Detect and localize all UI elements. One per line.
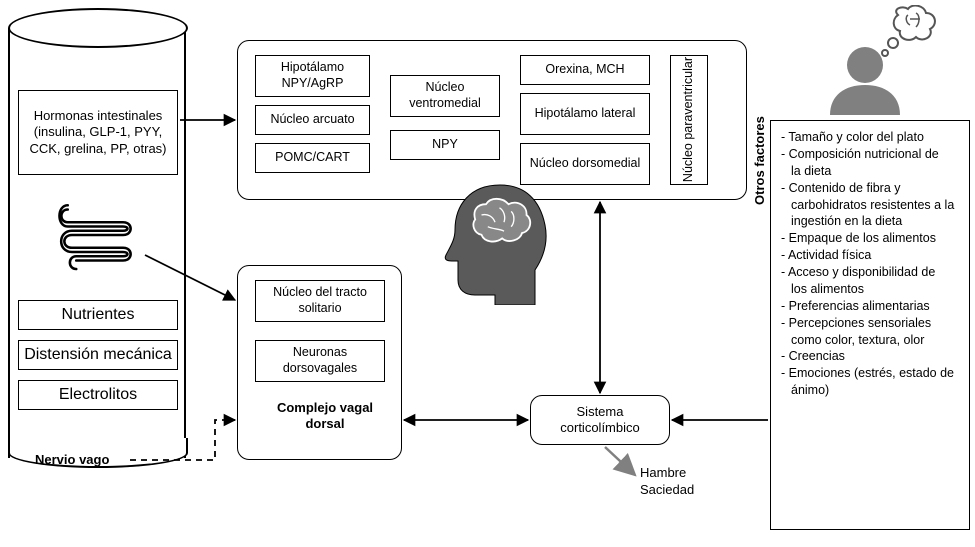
hypo-npy-agrp-box: Hipotálamo NPY/AgRP [255, 55, 370, 97]
lateral-hypo-box: Hipotálamo lateral [520, 93, 650, 135]
distension-box: Distensión mecánica [18, 340, 178, 370]
factor-item: Actividad física [781, 247, 959, 264]
hormones-box: Hormonas intestinales (insulina, GLP-1, … [18, 90, 178, 175]
satiety-label: Saciedad [640, 482, 694, 498]
factor-item: Empaque de los alimentos [781, 230, 959, 247]
factor-item: Preferencias alimentarias [781, 298, 959, 315]
paraventricular-label: Núcleo paraventricular [681, 57, 697, 182]
factor-item: Composición nutricional de [781, 146, 959, 163]
hunger-label: Hambre [640, 465, 686, 481]
factor-item: Creencias [781, 348, 959, 365]
corticolimbic-box: Sistema corticolímbico [530, 395, 670, 445]
other-factors-list: Tamaño y color del plato Composición nut… [770, 120, 970, 530]
factor-item-cont: ingestión en la dieta [781, 213, 959, 230]
paraventricular-box: Núcleo paraventricular [670, 55, 708, 185]
solitary-tract-box: Núcleo del tracto solitario [255, 280, 385, 322]
person-thinking-icon [820, 5, 940, 115]
factor-item: Contenido de fibra y [781, 180, 959, 197]
arcuate-nucleus-box: Núcleo arcuato [255, 105, 370, 135]
factor-item-cont: la dieta [781, 163, 959, 180]
vagal-complex-label: Complejo vagal dorsal [265, 400, 385, 433]
vagus-nerve-label: Nervio vago [35, 452, 109, 468]
factor-item-cont: carbohidratos resistentes a la [781, 197, 959, 214]
head-brain-icon [440, 175, 560, 305]
factor-item-cont: los alimentos [781, 281, 959, 298]
factor-item: Percepciones sensoriales [781, 315, 959, 332]
factor-item-cont: ánimo) [781, 382, 959, 399]
npy-box: NPY [390, 130, 500, 160]
factor-item: Emociones (estrés, estado de [781, 365, 959, 382]
pomc-cart-box: POMC/CART [255, 143, 370, 173]
factor-item-cont: como color, textura, olor [781, 332, 959, 349]
factor-item: Acceso y disponibilidad de [781, 264, 959, 281]
dorsovagal-box: Neuronas dorsovagales [255, 340, 385, 382]
electrolytes-box: Electrolitos [18, 380, 178, 410]
other-factors-label: Otros factores [752, 85, 768, 205]
nutrients-box: Nutrientes [18, 300, 178, 330]
factor-item: Tamaño y color del plato [781, 129, 959, 146]
orexin-mch-box: Orexina, MCH [520, 55, 650, 85]
intestine-icon [55, 195, 140, 275]
ventromedial-box: Núcleo ventromedial [390, 75, 500, 117]
